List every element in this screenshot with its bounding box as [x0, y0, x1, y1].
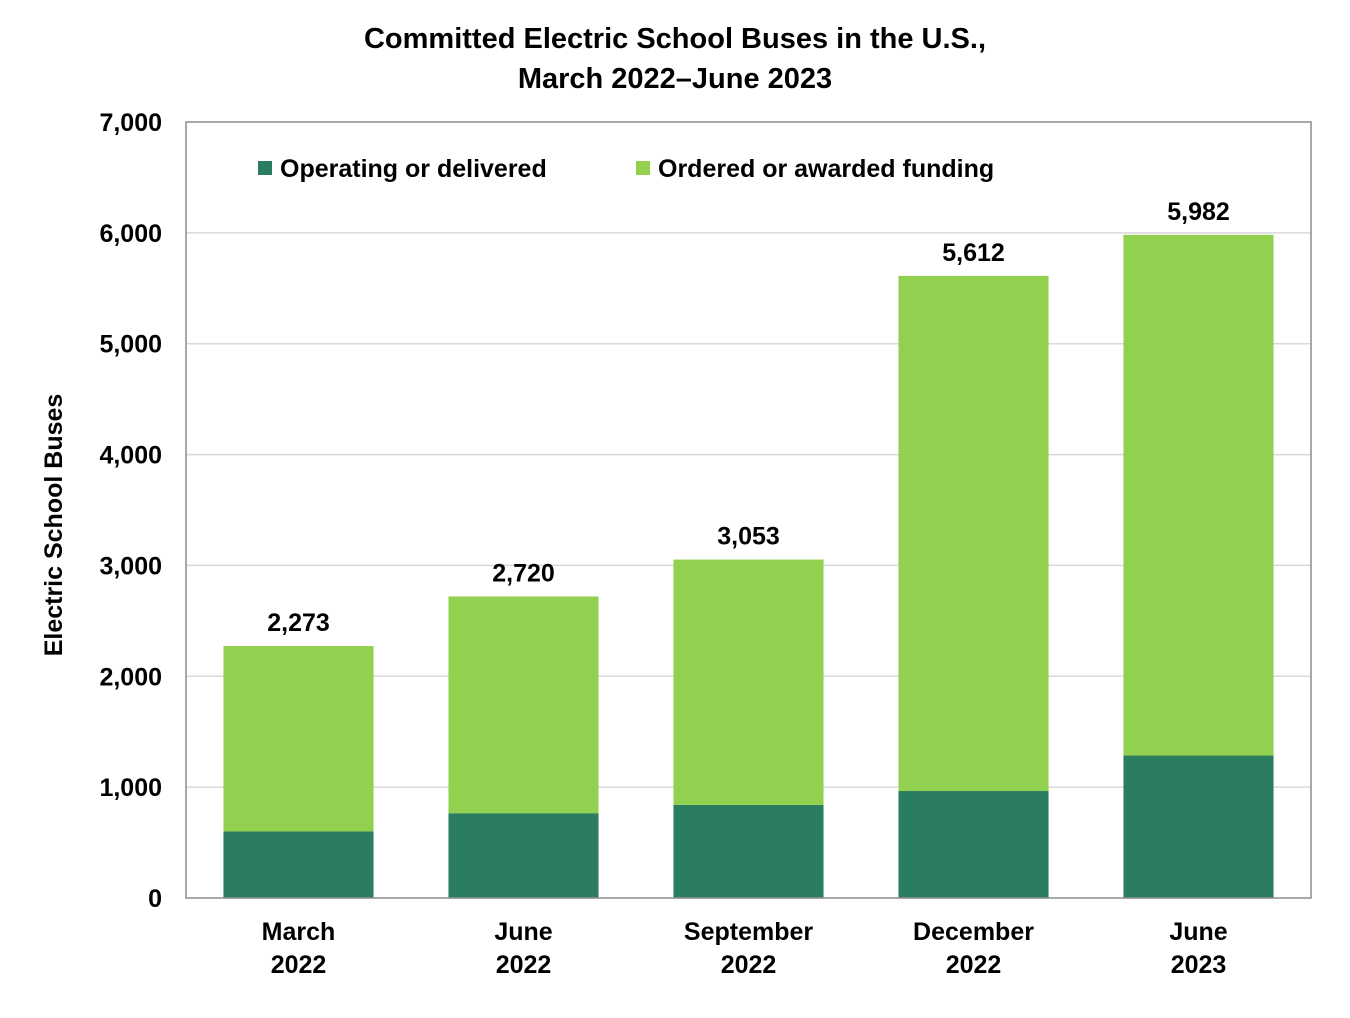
chart-title-line-2: March 2022–June 2023 — [518, 63, 832, 95]
total-labels: 2,273 2,720 3,053 5,612 5,982 — [267, 198, 1230, 637]
total-label: 5,612 — [942, 239, 1005, 267]
y-tick-label: 2,000 — [99, 663, 162, 691]
y-axis-ticks: 0 1,000 2,000 3,000 4,000 5,000 6,000 7,000 — [99, 109, 162, 913]
bar-segment-ordered — [223, 646, 374, 832]
y-tick-label: 6,000 — [99, 220, 162, 248]
bar-segment-ordered — [448, 596, 599, 814]
x-tick-label: March — [262, 918, 336, 946]
total-label: 2,273 — [267, 609, 330, 637]
x-tick-label: 2022 — [271, 951, 327, 979]
x-tick-label: 2022 — [946, 951, 1002, 979]
legend-swatch — [636, 161, 650, 175]
y-axis-label: Electric School Buses — [40, 394, 68, 657]
total-label: 2,720 — [492, 559, 555, 587]
x-tick-label: June — [494, 918, 552, 946]
bar-segment-ordered — [1123, 234, 1274, 756]
x-tick-label: September — [684, 918, 813, 946]
legend: Operating or delivered Ordered or awarded… — [258, 155, 994, 183]
legend-label: Operating or delivered — [280, 155, 547, 183]
chart-title-line-1: Committed Electric School Buses in the U… — [364, 23, 986, 55]
bar-segment-ordered — [673, 559, 824, 805]
bars — [223, 234, 1274, 898]
legend-label: Ordered or awarded funding — [658, 155, 994, 183]
bar-segment-operating — [673, 804, 824, 898]
x-tick-label: 2022 — [721, 951, 777, 979]
total-label: 3,053 — [717, 523, 780, 551]
y-tick-label: 5,000 — [99, 331, 162, 359]
x-axis-ticks: March 2022 June 2022 September 2022 December 20… — [262, 918, 1228, 979]
legend-swatch — [258, 161, 272, 175]
x-tick-label: 2023 — [1171, 951, 1227, 979]
y-tick-label: 4,000 — [99, 442, 162, 470]
plot-area-frame — [185, 121, 1312, 899]
bar-segment-operating — [223, 831, 374, 898]
y-tick-label: 3,000 — [99, 552, 162, 580]
bar-segment-operating — [1123, 755, 1274, 898]
x-tick-label: June — [1169, 918, 1227, 946]
bar-segment-operating — [448, 813, 599, 898]
bar-segment-operating — [898, 791, 1049, 898]
bar-segment-ordered — [898, 275, 1049, 792]
total-label: 5,982 — [1167, 198, 1230, 226]
y-tick-label: 7,000 — [99, 109, 162, 137]
x-tick-label: December — [913, 918, 1034, 946]
x-tick-label: 2022 — [496, 951, 552, 979]
y-tick-label: 0 — [148, 885, 162, 913]
y-tick-label: 1,000 — [99, 774, 162, 802]
